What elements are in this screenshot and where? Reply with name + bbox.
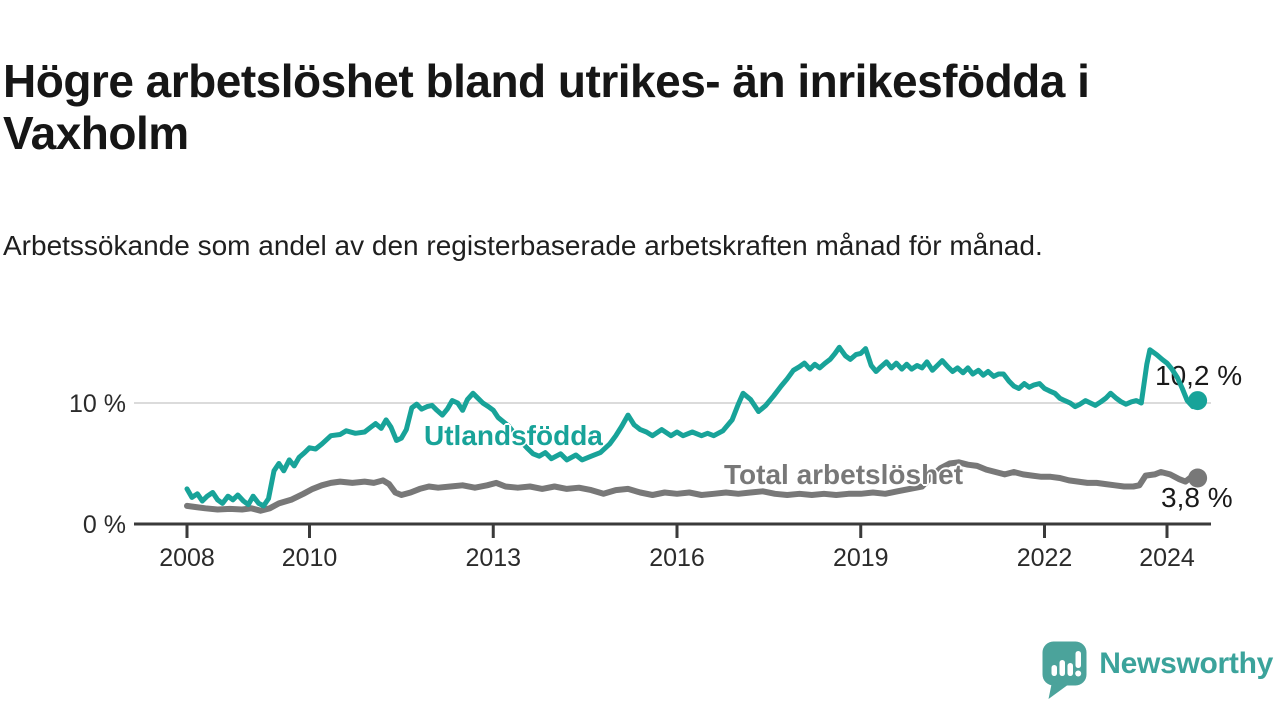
x-axis-tick-label: 2022 xyxy=(1017,544,1073,572)
series-end-dot xyxy=(1188,391,1208,411)
y-axis-tick-label: 10 % xyxy=(69,390,126,418)
newsworthy-logo: Newsworthy xyxy=(1041,640,1273,700)
bar-chart-speech-bubble-icon xyxy=(1042,641,1087,699)
x-axis-tick-label: 2016 xyxy=(649,544,705,572)
logo-bar-medium xyxy=(1059,660,1066,676)
logo-bubble-tail xyxy=(1048,682,1068,699)
series-line xyxy=(184,344,1201,509)
x-axis-tick-label: 2019 xyxy=(833,544,889,572)
logo-exclamation-dot xyxy=(1075,670,1082,677)
y-axis-tick-label: 0 % xyxy=(83,511,126,539)
x-axis-tick-label: 2008 xyxy=(159,544,215,572)
series-line xyxy=(184,459,1201,514)
series-label-total-arbetsloshet: Total arbetslöshet xyxy=(724,459,964,490)
logo-exclamation-bar xyxy=(1075,651,1082,668)
series-label-utlandsfodda: Utlandsfödda xyxy=(424,420,603,451)
chart-subtitle: Arbetssökande som andel av den registerb… xyxy=(3,230,1043,261)
x-axis-tick-label: 2013 xyxy=(465,544,521,572)
x-axis-tick-label: 2010 xyxy=(282,544,338,572)
series-end-dot xyxy=(1188,468,1208,488)
brand-wordmark: Newsworthy xyxy=(1099,647,1273,680)
logo-bar-large xyxy=(1067,663,1074,676)
page-title: Högre arbetslöshet bland utrikes- än inr… xyxy=(3,54,1090,159)
logo-bar-small xyxy=(1051,665,1058,676)
x-axis-tick-label: 2024 xyxy=(1139,544,1195,572)
